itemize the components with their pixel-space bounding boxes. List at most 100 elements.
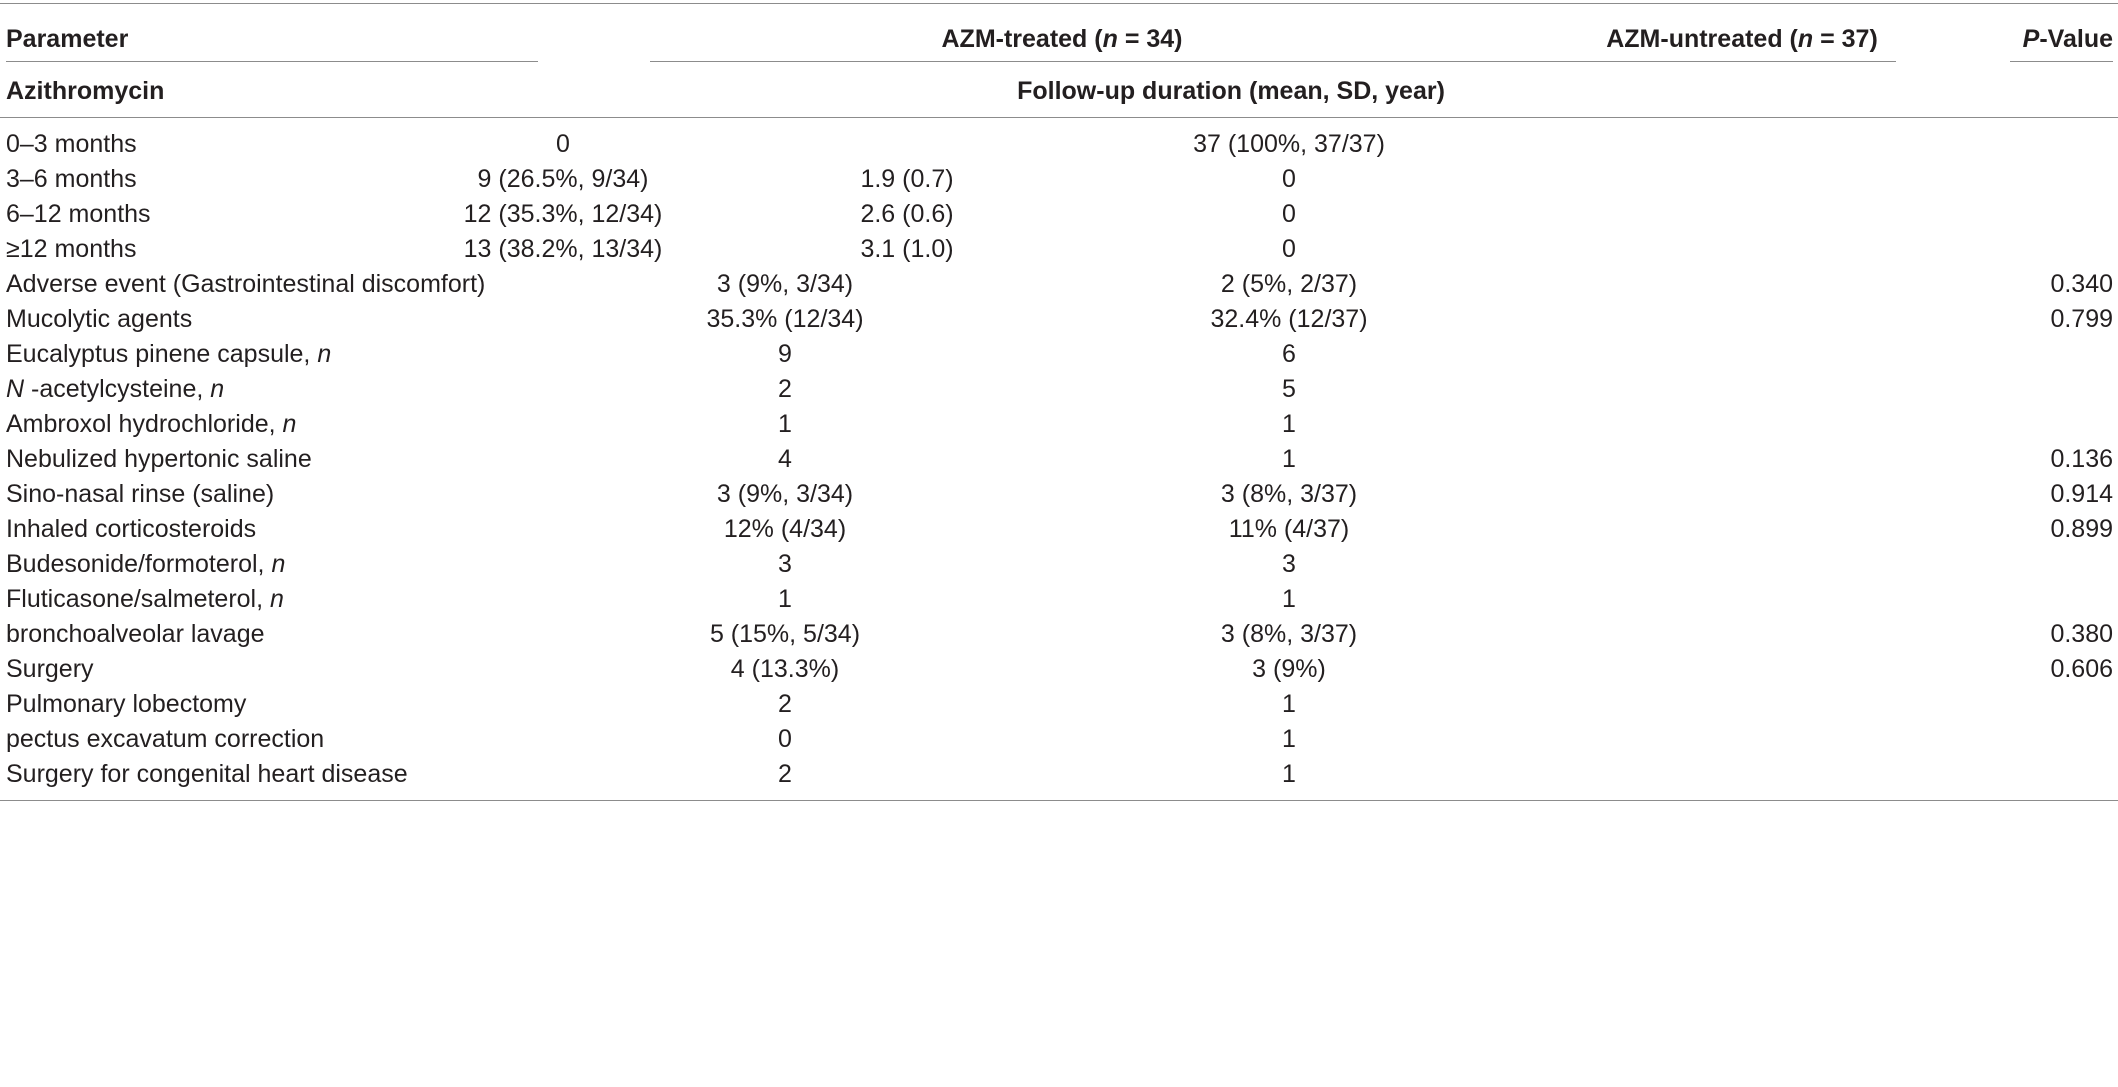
azm-treated-cell: 3 (9%, 3/34) — [716, 270, 854, 298]
row-label: Eucalyptus pinene capsule, n — [6, 339, 331, 369]
row-label: 6–12 months — [6, 199, 151, 229]
row-label-italic: n — [282, 410, 297, 438]
row-label-text: Mucolytic agents — [6, 305, 193, 333]
header-azm-treated-suffix: = 34) — [1117, 25, 1183, 53]
azm-untreated-cell: 1 — [1282, 690, 1296, 718]
azm-treated-cell: 35.3% (12/34) — [706, 305, 864, 333]
header-rule-parameter — [6, 61, 538, 62]
azm-treated-cell: 12 (35.3%, 12/34) — [463, 200, 663, 228]
azm-treated-cell: 2 — [778, 760, 792, 788]
azm-untreated-cell: 1 — [1282, 725, 1296, 753]
azm-untreated-cell: 5 — [1282, 375, 1296, 403]
header-azm-untreated: AZM-untreated (n = 37) — [1606, 24, 1878, 54]
row-label-text: Fluticasone/salmeterol, — [6, 585, 271, 613]
header-azm-untreated-prefix: AZM-untreated ( — [1606, 25, 1798, 53]
azm-untreated-cell: 1 — [1282, 760, 1296, 788]
p-value-cell: 0.799 — [2050, 305, 2113, 333]
header-rule-groups — [650, 61, 1896, 62]
row-label-text: Budesonide/formoterol, — [6, 550, 272, 578]
azm-untreated-cell: 3 (8%, 3/37) — [1220, 480, 1358, 508]
row-label-text: Nebulized hypertonic saline — [6, 445, 312, 473]
row-label: 3–6 months — [6, 164, 137, 194]
row-label-text: 3–6 months — [6, 165, 137, 193]
azm-untreated-cell: 11% (4/37) — [1228, 515, 1350, 543]
row-label-italic-prefix: N — [6, 375, 25, 403]
row-label: Mucolytic agents — [6, 304, 192, 334]
azm-treated-cell: 9 (26.5%, 9/34) — [477, 165, 649, 193]
header-azm-treated: AZM-treated (n = 34) — [941, 24, 1182, 54]
azm-treated-cell: 3 (9%, 3/34) — [716, 480, 854, 508]
header-p-suffix: -Value — [2039, 25, 2113, 53]
azm-treated-cell: 4 (13.3%) — [730, 655, 840, 683]
row-label-text: bronchoalveolar lavage — [6, 620, 265, 648]
azm-treated-cell: 4 — [778, 445, 792, 473]
row-label-text: Surgery — [6, 655, 94, 683]
p-value-cell: 0.380 — [2050, 620, 2113, 648]
header-parameter: Parameter — [6, 25, 129, 53]
azm-untreated-cell: 3 (9%) — [1252, 655, 1326, 683]
azm-treated-cell: 1 — [778, 585, 792, 613]
azm-untreated-cell: 37 (100%, 37/37) — [1193, 130, 1385, 158]
row-label: 0–3 months — [6, 129, 137, 159]
row-label-text: Adverse event (Gastrointestinal discomfo… — [6, 270, 486, 298]
row-label: Sino-nasal rinse (saline) — [6, 479, 274, 509]
azm-untreated-cell: 1 — [1282, 445, 1296, 473]
row-label-text: Eucalyptus pinene capsule, — [6, 340, 318, 368]
row-label: N -acetylcysteine, n — [6, 374, 224, 404]
header-azm-untreated-suffix: = 37) — [1813, 25, 1878, 53]
p-value-cell: 0.606 — [2050, 655, 2113, 683]
subheader-azithromycin: Azithromycin — [6, 77, 165, 105]
azm-treated-cell: 1 — [778, 410, 792, 438]
header-azm-treated-n: n — [1102, 25, 1118, 53]
row-label-text: -acetylcysteine, — [24, 375, 211, 403]
row-label: bronchoalveolar lavage — [6, 619, 265, 649]
row-label: Surgery for congenital heart disease — [6, 759, 408, 789]
azm-untreated-cell: 1 — [1282, 585, 1296, 613]
row-label: pectus excavatum correction — [6, 724, 324, 754]
row-label-text: Pulmonary lobectomy — [6, 690, 247, 718]
followup-duration-cell: 1.9 (0.7) — [860, 165, 954, 193]
azm-untreated-cell: 3 (8%, 3/37) — [1220, 620, 1358, 648]
p-value-cell: 0.899 — [2050, 515, 2113, 543]
row-label: ≥12 months — [6, 234, 136, 264]
azm-treated-cell: 3 — [778, 550, 792, 578]
row-label-text: ≥12 months — [6, 235, 137, 263]
followup-duration-cell: 2.6 (0.6) — [860, 200, 954, 228]
azm-treated-cell: 2 — [778, 690, 792, 718]
azm-untreated-cell: 0 — [1282, 165, 1296, 193]
row-label-italic: n — [271, 550, 286, 578]
row-label-text: pectus excavatum correction — [6, 725, 325, 753]
row-label: Fluticasone/salmeterol, n — [6, 584, 284, 614]
row-label: Budesonide/formoterol, n — [6, 549, 285, 579]
row-label: Adverse event (Gastrointestinal discomfo… — [6, 269, 485, 299]
azm-treated-cell: 0 — [778, 725, 792, 753]
p-value-cell: 0.136 — [2050, 445, 2113, 473]
row-label-italic: n — [317, 340, 332, 368]
header-p-italic: P — [2022, 25, 2040, 53]
row-label-text: Sino-nasal rinse (saline) — [6, 480, 275, 508]
subheader-rule — [0, 117, 2118, 118]
azm-treated-cell: 5 (15%, 5/34) — [709, 620, 861, 648]
header-rule-p-value — [2010, 61, 2113, 62]
azm-untreated-cell: 0 — [1282, 235, 1296, 263]
table-bottom-rule — [0, 800, 2118, 801]
row-label-text: Inhaled corticosteroids — [6, 515, 257, 543]
azm-treated-cell: 0 — [556, 130, 570, 158]
azm-treated-cell: 13 (38.2%, 13/34) — [463, 235, 663, 263]
row-label-text: Surgery for congenital heart disease — [6, 760, 408, 788]
row-label-text: 0–3 months — [6, 130, 137, 158]
azm-treated-cell: 9 — [778, 340, 792, 368]
azm-untreated-cell: 0 — [1282, 200, 1296, 228]
azm-untreated-cell: 1 — [1282, 410, 1296, 438]
subheader-followup: Follow-up duration (mean, SD, year) — [1017, 77, 1445, 105]
header-azm-treated-prefix: AZM-treated ( — [941, 25, 1103, 53]
header-azm-untreated-n: n — [1797, 25, 1814, 53]
row-label: Inhaled corticosteroids — [6, 514, 256, 544]
followup-duration-cell: 3.1 (1.0) — [860, 235, 954, 263]
azm-treated-cell: 2 — [778, 375, 792, 403]
row-label-italic: n — [270, 585, 284, 613]
row-label-italic: n — [210, 375, 225, 403]
row-label: Surgery — [6, 654, 94, 684]
p-value-cell: 0.340 — [2050, 270, 2113, 298]
row-label-text: 6–12 months — [6, 200, 151, 228]
